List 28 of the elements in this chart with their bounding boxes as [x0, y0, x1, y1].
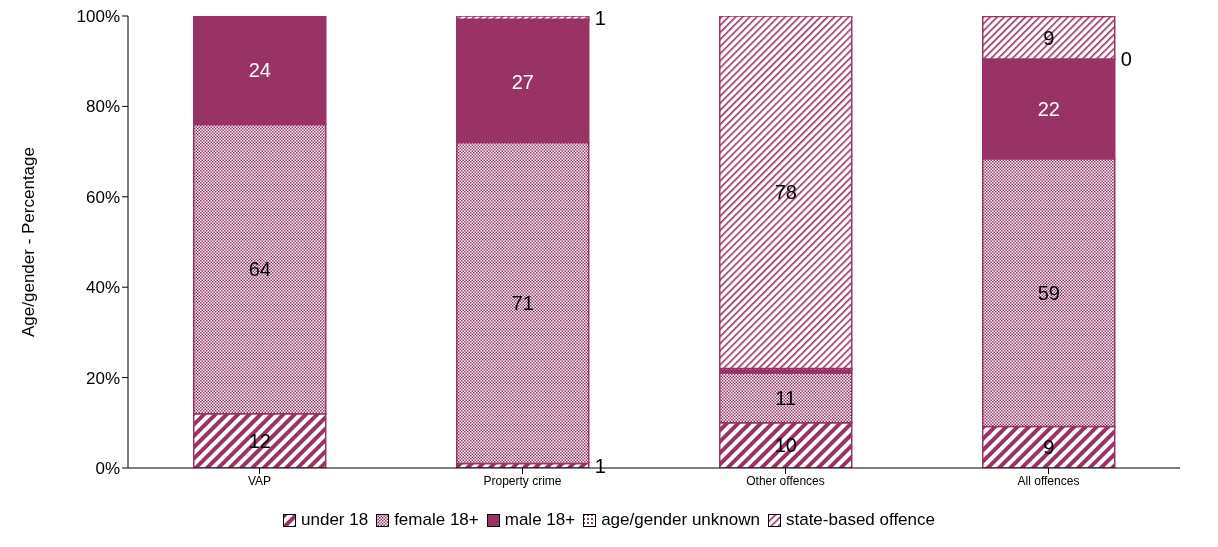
- legend-label: female 18+: [394, 510, 479, 530]
- y-tick-label: 100%: [76, 7, 120, 27]
- y-tick-label: 40%: [85, 278, 120, 298]
- data-label: 1: [594, 454, 606, 477]
- data-label: 71: [511, 292, 534, 315]
- x-tick-label: Other offences: [746, 473, 825, 488]
- data-label: 1: [594, 6, 606, 29]
- y-tick-label: 80%: [85, 97, 120, 117]
- x-tick-label: Property crime: [483, 473, 562, 488]
- y-tick-label: 0%: [95, 459, 120, 479]
- bar: [719, 16, 853, 370]
- data-label: 64: [248, 258, 271, 281]
- data-label: 0: [1120, 48, 1132, 71]
- x-tick-label: All offences: [1017, 473, 1080, 488]
- legend-label: male 18+: [504, 510, 576, 530]
- legend-label: under 18: [301, 510, 369, 530]
- x-tick-label: VAP: [247, 473, 272, 488]
- legend-label: state-based offence: [785, 510, 935, 530]
- data-label: 24: [248, 59, 271, 82]
- y-axis-title: Age/gender - Percentage: [19, 147, 39, 337]
- y-tick-label: 60%: [85, 187, 120, 207]
- data-label: 22: [1037, 98, 1060, 121]
- y-tick-label: 20%: [85, 368, 120, 388]
- legend-label: age/gender unknown: [601, 510, 760, 530]
- data-label: 11: [775, 386, 797, 409]
- data-label: 9: [1043, 436, 1055, 459]
- data-label: 27: [511, 70, 534, 93]
- data-label: 59: [1037, 281, 1060, 304]
